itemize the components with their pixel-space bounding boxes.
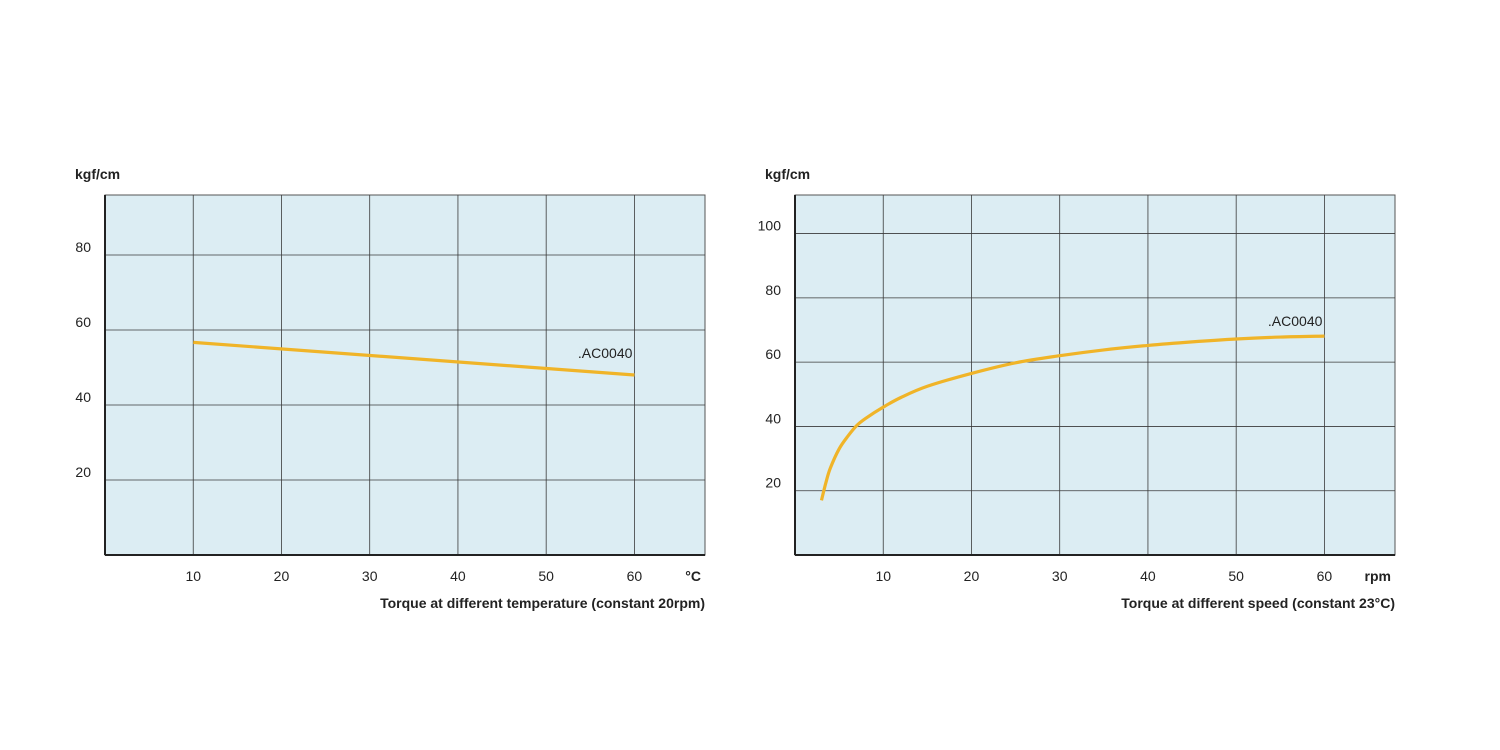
y-tick-label: 60: [765, 346, 781, 362]
x-tick-label: 30: [1052, 568, 1068, 584]
series-label: .AC0040: [1268, 313, 1323, 329]
y-tick-label: 40: [75, 389, 91, 405]
x-tick-label: 50: [538, 568, 554, 584]
x-tick-label: 50: [1228, 568, 1244, 584]
x-tick-label: 40: [1140, 568, 1156, 584]
torque-speed-chart: 10 20 30 40 50 60 20 40 60 80 100 kgf/cm rpm Torque a…: [758, 166, 1396, 611]
x-tick-label: 10: [185, 568, 201, 584]
y-axis-unit-label: kgf/cm: [75, 166, 120, 182]
series-line: [819, 334, 1325, 501]
y-tick-label: 20: [75, 464, 91, 480]
x-axis-unit-label: rpm: [1365, 568, 1391, 584]
torque-temperature-chart: 10 20 30 40 50 60 20 40 60 80 kgf/cm °C Torque at di…: [75, 166, 706, 611]
x-tick-label: 10: [875, 568, 891, 584]
series-line: [193, 340, 635, 377]
y-tick-label: 100: [758, 218, 782, 234]
y-axis-unit-label: kgf/cm: [765, 166, 810, 182]
x-tick-label: 20: [964, 568, 980, 584]
y-tick-label: 80: [765, 282, 781, 298]
x-tick-label: 30: [362, 568, 378, 584]
x-axis-unit-label: °C: [685, 568, 701, 584]
x-tick-label: 20: [274, 568, 290, 584]
y-tick-label: 60: [75, 314, 91, 330]
plot-area: [794, 194, 1396, 556]
x-tick-label: 60: [1317, 568, 1333, 584]
y-tick-label: 20: [765, 475, 781, 491]
chart-title: Torque at different temperature (constan…: [380, 595, 705, 611]
x-tick-label: 40: [450, 568, 466, 584]
y-tick-label: 40: [765, 410, 781, 426]
chart-title: Torque at different speed (constant 23°C…: [1121, 595, 1395, 611]
series-label: .AC0040: [578, 345, 633, 361]
y-tick-label: 80: [75, 239, 91, 255]
x-tick-label: 60: [627, 568, 643, 584]
